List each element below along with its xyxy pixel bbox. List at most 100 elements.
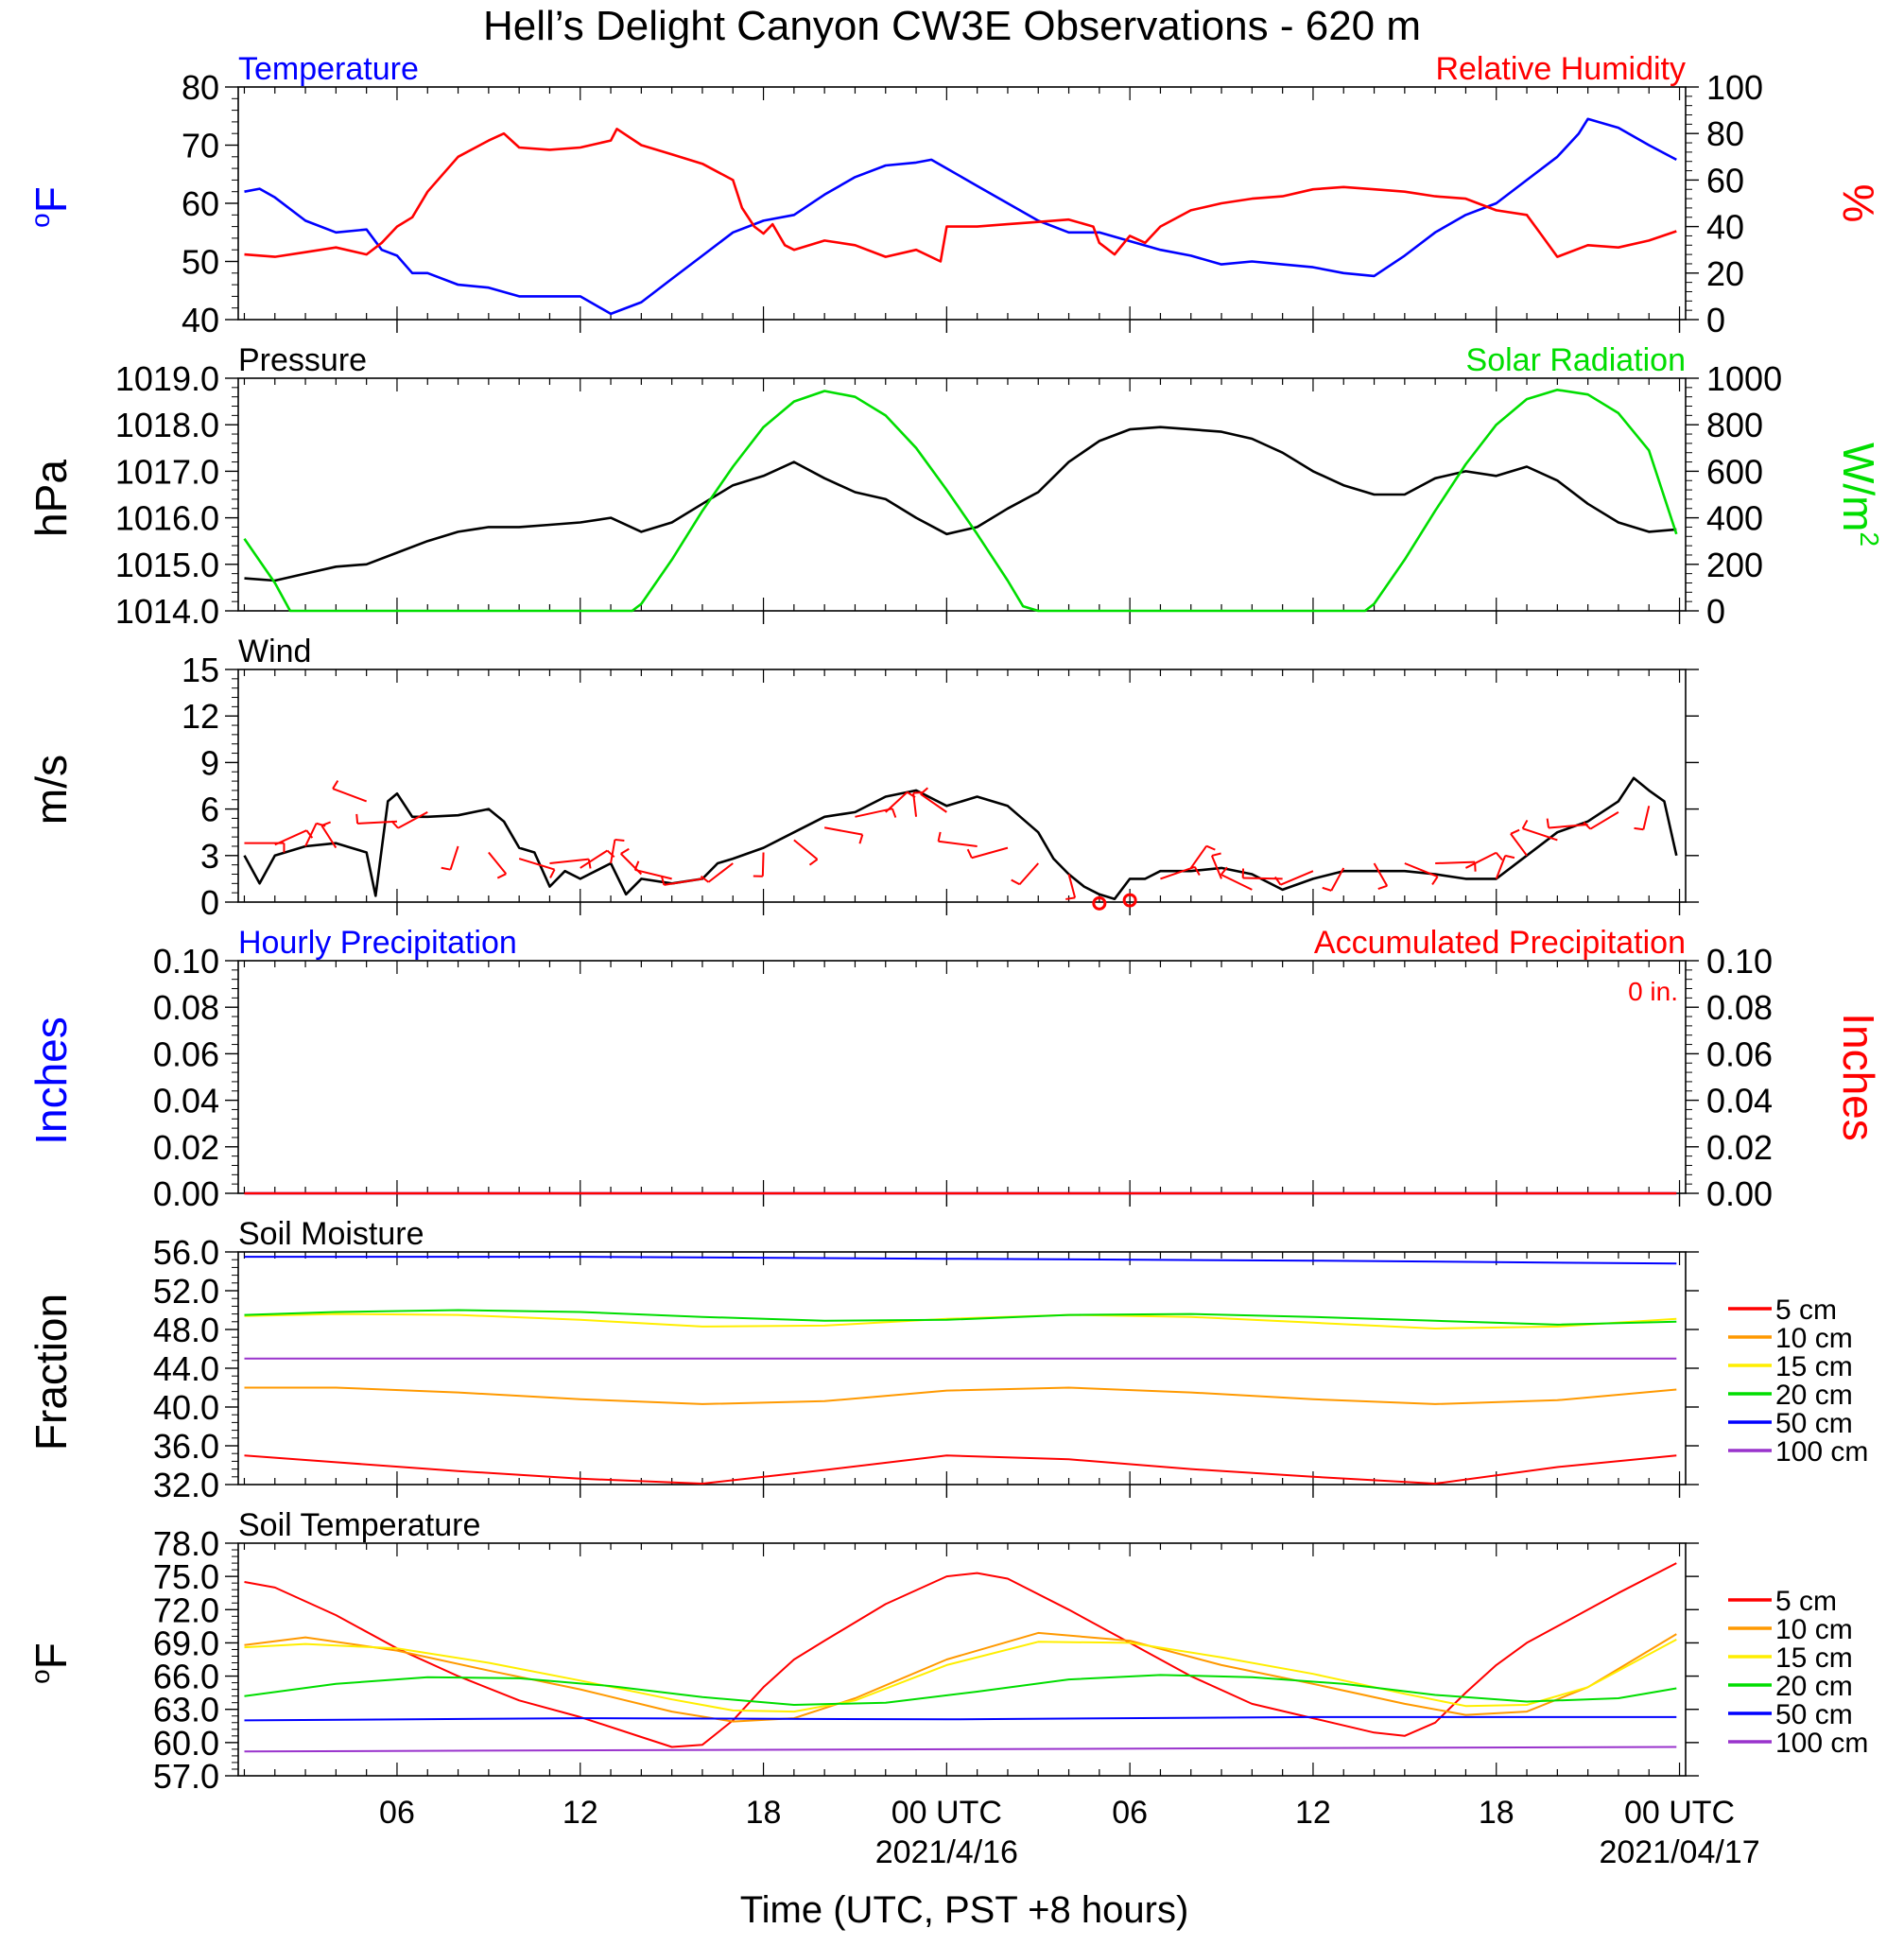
wind-barb-flag (1220, 866, 1228, 876)
wind-barb (397, 811, 428, 829)
y-tick-label: 40.0 (153, 1388, 219, 1427)
wind-barb (449, 845, 459, 871)
wind-barb-flag (496, 873, 507, 879)
wind-barb (1373, 862, 1389, 887)
wind-barb (664, 877, 703, 886)
wind-barb-flag (606, 849, 615, 859)
wind-barb-flag (858, 834, 864, 844)
y-tick-label: 0.00 (153, 1174, 219, 1213)
wind-barb (332, 788, 368, 803)
y-tick-label: 1016.0 (115, 499, 219, 538)
plot-frame (237, 1251, 1687, 1486)
y-tick-label: 56.0 (153, 1233, 219, 1272)
wind-barb-flag (1546, 818, 1550, 828)
wind-barb (634, 868, 672, 880)
y-tick-label: 0 (1706, 592, 1725, 631)
wind-barb (549, 858, 589, 864)
wind-barb (1522, 827, 1558, 842)
x-tick-label: 18 (1479, 1795, 1515, 1831)
wind-barb (855, 808, 893, 818)
x-date-label: 2021/4/16 (875, 1834, 1018, 1870)
y-axis-label-left: Fraction (26, 1294, 76, 1451)
x-tick-label: 12 (563, 1795, 598, 1831)
wind-barb-flag (332, 780, 339, 790)
wind-barb-flag (614, 838, 625, 842)
y-tick-label: 0.00 (1706, 1174, 1773, 1213)
series-line-50-cm (244, 1256, 1677, 1265)
series-line-20-cm (244, 1309, 1677, 1326)
y-tick-label: 57.0 (153, 1757, 219, 1796)
y-tick-label: 0 (200, 883, 219, 922)
wind-barb-flag (920, 787, 928, 795)
panel-title-left: Pressure (238, 342, 367, 378)
panel-title-left: Soil Moisture (238, 1216, 424, 1252)
legend-label: 15 cm (1775, 1642, 1853, 1674)
y-tick-label: 12 (182, 697, 219, 736)
wind-barb (580, 849, 608, 869)
wind-barb (304, 823, 318, 847)
series-line-15-cm (244, 1312, 1677, 1329)
wind-barb (1435, 860, 1476, 864)
wind-barb (938, 840, 978, 847)
series-line-50-cm (244, 1715, 1677, 1722)
plot-frame (237, 377, 1687, 612)
wind-barb (1510, 833, 1528, 857)
y-tick-label: 100 (1706, 68, 1763, 107)
y-tick-label: 0.10 (153, 942, 219, 981)
wind-barb-flag (1377, 884, 1388, 891)
wind-barb-flag (700, 875, 710, 883)
y-tick-label: 0.08 (1706, 988, 1773, 1027)
y-tick-label: 0.04 (1706, 1082, 1773, 1121)
y-tick-label: 75.0 (153, 1557, 219, 1596)
x-date-label: 2021/04/17 (1599, 1834, 1759, 1870)
wind-barb (1018, 862, 1039, 885)
wind-barb (1404, 862, 1439, 878)
wind-barb (920, 793, 947, 813)
wind-barb-flag (1205, 844, 1216, 851)
wind-barb (1589, 811, 1619, 830)
y-tick-label: 15 (182, 651, 219, 689)
wind-barb-flag (1504, 854, 1515, 860)
wind-barb-flag (390, 820, 399, 829)
x-tick-label: 00 UTC (1624, 1795, 1735, 1831)
wind-barb-flag (808, 858, 819, 866)
legend-label: 15 cm (1775, 1351, 1853, 1382)
wind-barb (793, 839, 819, 860)
y-tick-label: 1017.0 (115, 452, 219, 491)
wind-barb (1464, 851, 1497, 869)
y-tick-label: 40 (1706, 208, 1744, 247)
wind-barb-calm (1092, 895, 1107, 911)
y-tick-label: 9 (200, 743, 219, 782)
wind-barb (1280, 870, 1314, 886)
y-tick-label: 44.0 (153, 1349, 219, 1388)
y-tick-label: 1014.0 (115, 592, 219, 631)
y-tick-label: 600 (1706, 452, 1763, 491)
legend-label: 50 cm (1775, 1408, 1853, 1439)
wind-barb (488, 851, 508, 875)
panel-title-left: Wind (238, 634, 311, 669)
legend-label: 5 cm (1775, 1294, 1837, 1326)
wind-barb-calm (1122, 893, 1137, 908)
y-tick-label: 36.0 (153, 1427, 219, 1466)
wind-barb-flag (1583, 821, 1591, 830)
wind-barb-flag (320, 821, 332, 827)
wind-barb (1220, 874, 1253, 891)
plot-frame (237, 960, 1687, 1194)
x-tick-label: 06 (1112, 1795, 1148, 1831)
wind-barb (823, 826, 863, 836)
y-axis-label-right: Inches (1834, 1013, 1883, 1141)
wind-barb (1160, 865, 1196, 880)
series-line-20-cm (244, 1674, 1677, 1706)
series-line-wind (243, 776, 1678, 901)
y-tick-label: 69.0 (153, 1624, 219, 1662)
series-line-solar-radiation (243, 388, 1678, 613)
panel-soil_moisture: 32.036.040.044.048.052.056.0 Soil Moistur… (26, 1216, 1868, 1504)
wind-barb-flag (891, 808, 897, 818)
y-tick-label: 200 (1706, 546, 1763, 584)
y-tick-label: 60 (1706, 161, 1744, 200)
y-tick-label: 0 (1706, 301, 1725, 339)
y-tick-label: 40 (182, 301, 219, 339)
x-tick-label: 06 (379, 1795, 415, 1831)
wind-barb-flag (305, 829, 314, 839)
